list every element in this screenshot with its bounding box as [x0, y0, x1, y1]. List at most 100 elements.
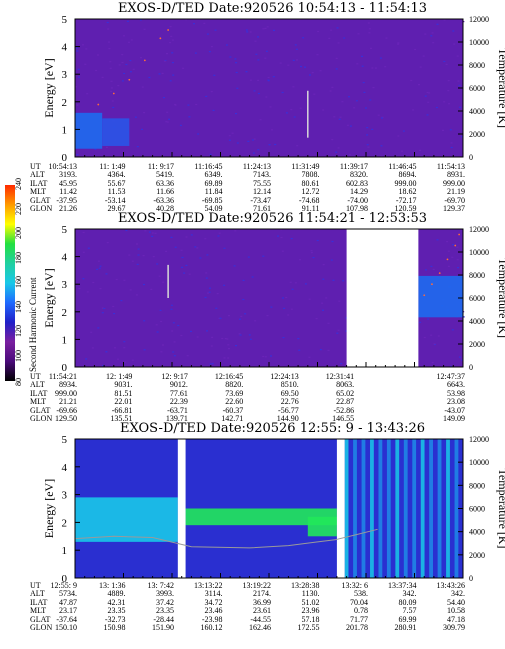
spectrogram-streak	[437, 439, 442, 578]
noise-texture	[166, 111, 169, 113]
orbit-table-row-label: UT	[30, 581, 41, 590]
noise-texture	[156, 331, 159, 333]
orbit-table-row: UT 10:54:13 11: 1:49 11: 9:17 11:16:45 11:24:…	[30, 162, 470, 171]
orbit-table-cell: -56.77	[278, 405, 299, 415]
noise-texture	[132, 68, 135, 70]
noise-texture	[114, 347, 116, 349]
noise-texture	[361, 55, 363, 57]
noise-texture	[368, 32, 371, 34]
spectrogram-streak	[395, 439, 400, 578]
noise-texture	[418, 84, 420, 86]
spectrogram-streak	[370, 439, 374, 578]
noise-texture	[106, 21, 109, 24]
noise-texture	[231, 132, 234, 134]
noise-texture	[270, 306, 273, 308]
orbit-table-cell: 129.37	[443, 203, 465, 213]
orbit-table-cell: 9031.	[114, 380, 133, 390]
noise-texture	[129, 289, 132, 291]
noise-texture	[267, 76, 270, 79]
noise-texture	[462, 316, 465, 318]
noise-texture	[366, 134, 369, 136]
noise-texture	[282, 297, 284, 299]
noise-texture	[332, 279, 335, 281]
noise-texture	[99, 288, 102, 290]
noise-texture	[262, 255, 265, 257]
orbit-table-cell: -69.70	[444, 195, 465, 205]
noise-texture	[172, 74, 175, 76]
noise-texture	[210, 46, 213, 48]
orbit-table-cell: 5419.	[156, 170, 174, 180]
orbit-table-row: GLAT -37.64 -32.73 -28.44 -23.98 -44.55 57.18 7…	[30, 615, 470, 624]
noise-texture	[242, 279, 245, 281]
noise-texture	[205, 95, 208, 97]
noise-texture	[194, 52, 197, 54]
temperature-point	[112, 92, 115, 95]
noise-texture	[412, 109, 415, 111]
noise-texture	[183, 272, 186, 274]
orbit-table-row-label: MLT	[30, 606, 47, 616]
noise-texture	[92, 281, 95, 284]
noise-texture	[204, 238, 207, 240]
temperature-point	[167, 29, 170, 31]
noise-texture	[223, 357, 226, 359]
noise-texture	[158, 275, 161, 277]
noise-texture	[437, 335, 440, 337]
noise-texture	[315, 318, 318, 320]
noise-texture	[340, 363, 343, 365]
noise-texture	[166, 53, 168, 55]
noise-texture	[447, 80, 450, 82]
noise-texture	[245, 71, 248, 73]
noise-texture	[369, 99, 372, 101]
orbit-table-cell: -60.37	[222, 405, 244, 415]
noise-texture	[345, 317, 348, 319]
orbit-table-cell: 54.40	[447, 597, 465, 607]
orbit-table-cell: -63.71	[167, 405, 188, 415]
noise-texture	[309, 74, 311, 76]
noise-texture	[76, 47, 79, 49]
noise-texture	[223, 247, 226, 249]
orbit-table-cell: 0.78	[354, 606, 368, 616]
noise-texture	[257, 36, 259, 38]
noise-texture	[187, 104, 190, 106]
noise-texture	[292, 86, 295, 88]
noise-texture	[123, 279, 126, 281]
noise-texture	[370, 47, 372, 49]
noise-texture	[240, 315, 243, 317]
noise-texture	[262, 28, 265, 30]
noise-texture	[338, 118, 341, 120]
noise-texture	[154, 232, 157, 234]
noise-texture	[108, 41, 110, 43]
noise-texture	[143, 349, 146, 351]
orbit-table-cell: -72.17	[395, 195, 417, 205]
noise-texture	[419, 149, 422, 151]
right-tick-label: 6000	[469, 294, 485, 303]
orbit-table-cell: 6349.	[204, 170, 223, 180]
noise-texture	[329, 90, 332, 92]
spectrogram-chart: 0 1 2 3 4 5 0 2000 4000 6000 8000 10000 12000 Energy …	[42, 14, 505, 164]
orbit-table-cell: 538.	[354, 589, 368, 599]
noise-texture	[111, 100, 114, 102]
noise-texture	[126, 20, 129, 22]
noise-texture	[94, 148, 97, 150]
data-gap	[336, 439, 345, 578]
noise-texture	[150, 288, 153, 290]
noise-texture	[252, 152, 255, 154]
noise-texture	[435, 106, 438, 109]
right-tick-label: 12000	[469, 225, 489, 234]
noise-texture	[267, 80, 270, 82]
noise-texture	[161, 72, 164, 74]
orbit-table-cell: 91.11	[301, 203, 320, 213]
noise-texture	[82, 278, 85, 280]
noise-texture	[450, 146, 453, 149]
noise-texture	[170, 308, 173, 310]
noise-texture	[129, 60, 132, 62]
noise-texture	[228, 348, 230, 350]
noise-texture	[298, 349, 301, 351]
noise-texture	[266, 26, 269, 28]
noise-texture	[121, 61, 124, 64]
orbit-table-cell: 13:43:26	[436, 581, 465, 590]
noise-texture	[331, 86, 334, 88]
orbit-table-cell: 11:31:49	[291, 162, 320, 171]
noise-texture	[299, 107, 302, 109]
orbit-table-cell: 12: 9:17	[161, 372, 188, 381]
